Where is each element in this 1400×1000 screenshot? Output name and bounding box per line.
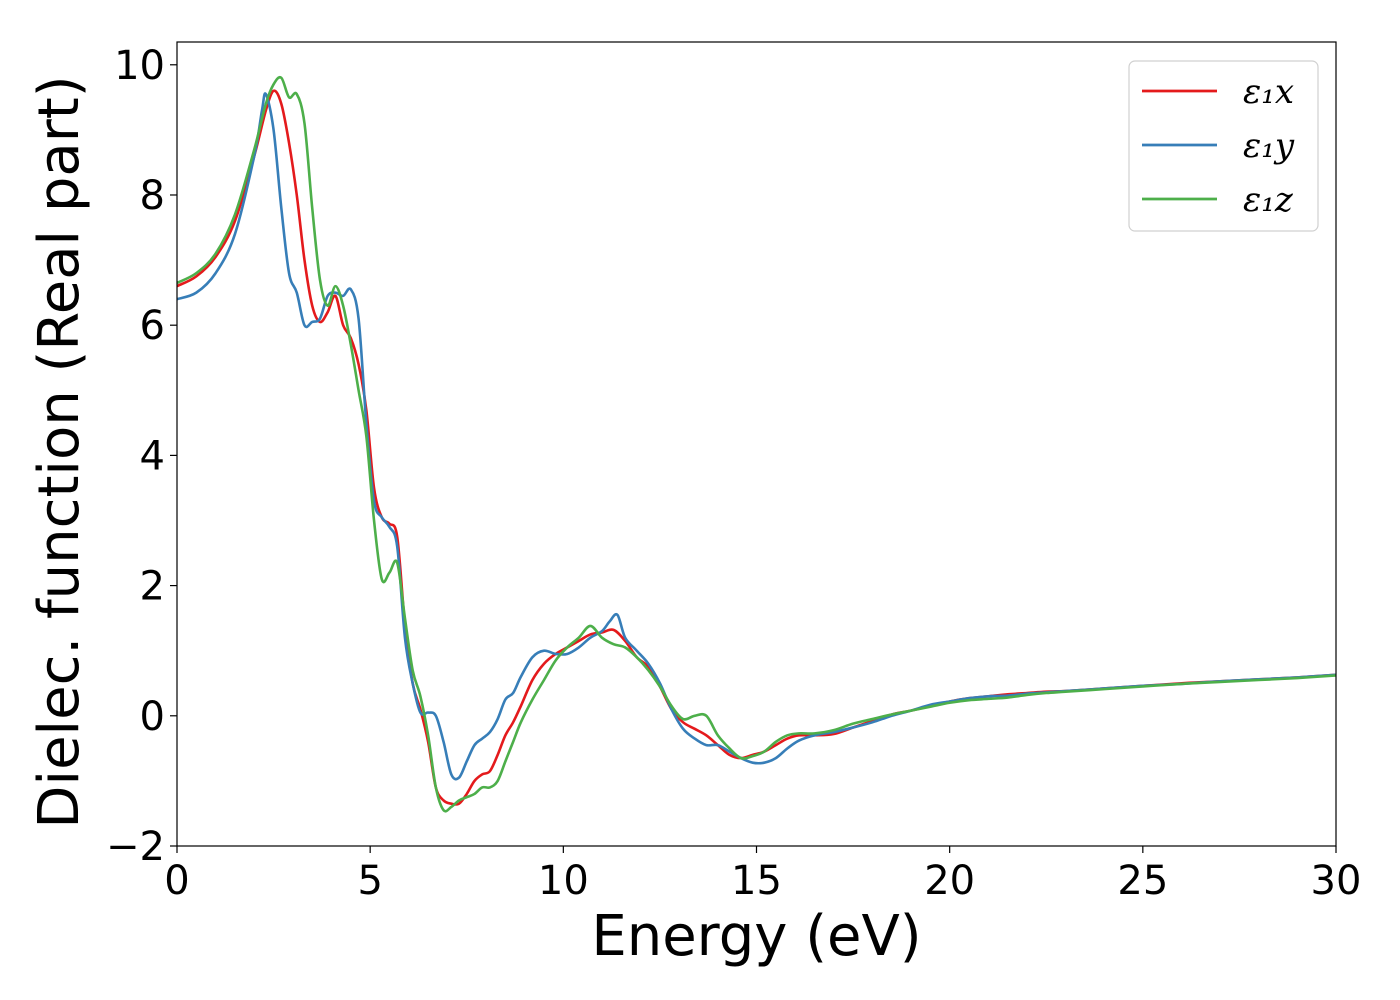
plot-area — [177, 75, 1336, 813]
y-tick-label: 4 — [140, 433, 165, 479]
x-tick-label: 30 — [1311, 858, 1362, 904]
legend-label-3: ε₁z — [1243, 180, 1294, 220]
y-axis-label: Dielec. function (Real part) — [27, 75, 92, 828]
x-tick-label: 10 — [538, 858, 589, 904]
x-tick-label: 20 — [924, 858, 975, 904]
y-tick-label: 2 — [140, 564, 165, 610]
x-tick-label: 15 — [731, 858, 782, 904]
y-tick-label: 8 — [140, 173, 165, 219]
series-line-2 — [177, 92, 1336, 781]
y-tick-label: 6 — [140, 303, 165, 349]
axis-labels: Energy (eV) Dielec. function (Real part) — [27, 75, 922, 969]
series-line-3 — [177, 75, 1336, 813]
legend-label-1: ε₁x — [1243, 72, 1294, 112]
legend-label-2: ε₁y — [1243, 126, 1295, 166]
legend-frame — [1128, 60, 1319, 232]
y-tick-label: 0 — [140, 694, 165, 740]
x-tick-label: 0 — [164, 858, 189, 904]
legend: ε₁x ε₁y ε₁z — [1128, 60, 1319, 232]
x-axis-label: Energy (eV) — [591, 904, 921, 969]
y-tick-label: −2 — [106, 824, 165, 870]
x-tick-label: 5 — [357, 858, 382, 904]
y-tick-label: 10 — [114, 43, 165, 89]
x-tick-label: 25 — [1117, 858, 1168, 904]
